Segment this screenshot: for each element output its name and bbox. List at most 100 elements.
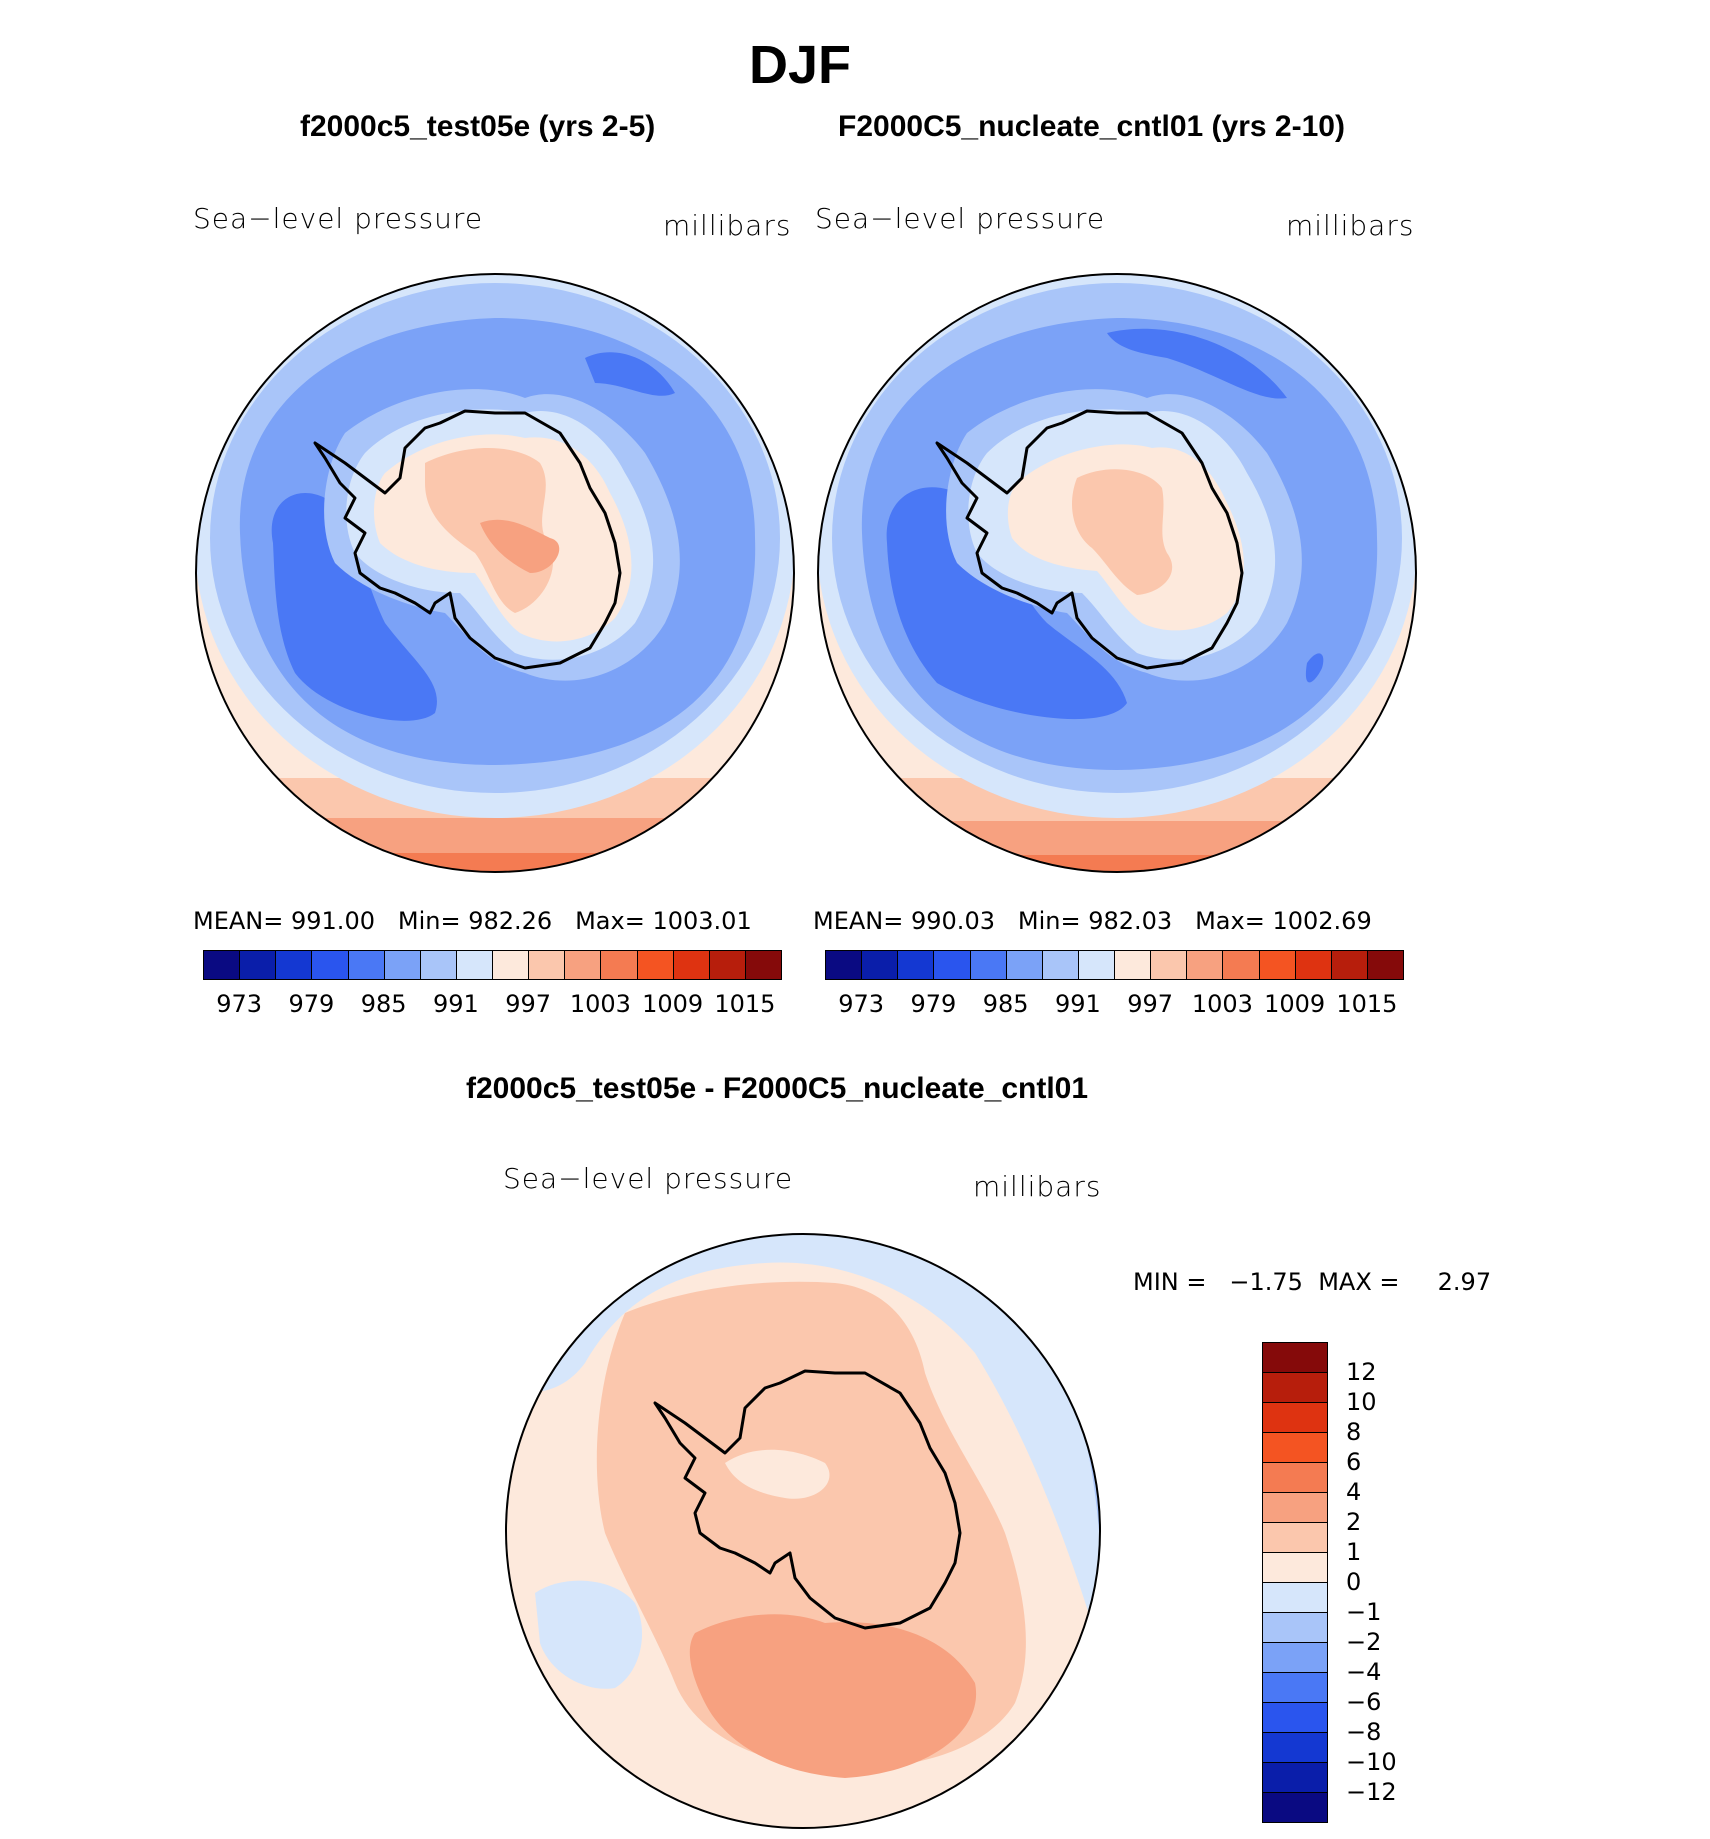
diff-colorbar-swatch bbox=[1262, 1582, 1328, 1613]
polar-map-diff bbox=[505, 1233, 1101, 1829]
diff-coastline bbox=[653, 1369, 962, 1630]
diff-colorbar-swatch bbox=[1262, 1402, 1328, 1433]
map2-band-south-3 bbox=[818, 855, 1416, 872]
diff-colorbar-swatch bbox=[1262, 1492, 1328, 1523]
panel-1-units: millibars bbox=[663, 209, 792, 242]
colorbar-swatch bbox=[1114, 950, 1152, 980]
diff-variable: Sea−level pressure bbox=[503, 1162, 794, 1195]
diff-colorbar-tick-label: 1 bbox=[1346, 1538, 1362, 1566]
colorbar-tick-label: 1015 bbox=[1336, 990, 1398, 1018]
map1-coastline bbox=[313, 409, 622, 670]
map2-low-north bbox=[1107, 328, 1287, 399]
colorbar-swatch bbox=[600, 950, 638, 980]
colorbar-swatch bbox=[275, 950, 313, 980]
colorbar-swatch bbox=[311, 950, 349, 980]
colorbar-swatch bbox=[897, 950, 935, 980]
diff-low-west bbox=[535, 1580, 643, 1689]
colorbar-tick-label: 985 bbox=[982, 990, 1029, 1018]
diff-colorbar-tick-label: 2 bbox=[1346, 1508, 1362, 1536]
diff-colorbar-tick-label: −8 bbox=[1346, 1718, 1382, 1746]
colorbar-tick-label: 973 bbox=[838, 990, 885, 1018]
panel-1-stats: MEAN= 991.00 Min= 982.26 Max= 1003.01 bbox=[193, 907, 752, 935]
polar-map-2 bbox=[817, 273, 1417, 873]
diff-colorbar-tick-label: −1 bbox=[1346, 1598, 1382, 1626]
colorbar-swatch bbox=[564, 950, 602, 980]
panel-2-variable: Sea−level pressure bbox=[815, 202, 1106, 235]
diff-colorbar-swatch bbox=[1262, 1792, 1328, 1823]
colorbar-tick-label: 991 bbox=[432, 990, 479, 1018]
map2-band-1003 bbox=[1072, 469, 1173, 595]
colorbar-swatch bbox=[239, 950, 277, 980]
diff-colorbar-tick-label: 8 bbox=[1346, 1418, 1362, 1446]
panel-2-title: F2000C5_nucleate_cntl01 (yrs 2-10) bbox=[838, 110, 1345, 143]
diff-colorbar-swatch bbox=[1262, 1672, 1328, 1703]
diff-colorbar-tick-label: −6 bbox=[1346, 1688, 1382, 1716]
colorbar-tick-label: 1009 bbox=[1264, 990, 1326, 1018]
colorbar-swatch bbox=[969, 950, 1007, 980]
diff-colorbar-labels: 12 10 8 6 4 2 1 0 −1 −2 −4 −6 −8 −10 −12 bbox=[1346, 1342, 1466, 1822]
diff-colorbar-tick-label: 0 bbox=[1346, 1568, 1362, 1596]
diff-colorbar-swatch bbox=[1262, 1762, 1328, 1793]
colorbar-swatch bbox=[455, 950, 493, 980]
diff-colorbar-swatch bbox=[1262, 1342, 1328, 1373]
colorbar-tick-label: 997 bbox=[1127, 990, 1174, 1018]
panel-2-stats: MEAN= 990.03 Min= 982.03 Max= 1002.69 bbox=[813, 907, 1372, 935]
colorbar-swatch bbox=[1150, 950, 1188, 980]
diff-colorbar-tick-label: −2 bbox=[1346, 1628, 1382, 1656]
colorbar-tick-label: 1015 bbox=[714, 990, 776, 1018]
diff-colorbar-swatch bbox=[1262, 1522, 1328, 1553]
map2-low-west bbox=[886, 487, 1127, 720]
colorbar-swatch bbox=[1005, 950, 1043, 980]
colorbar-swatch bbox=[203, 950, 241, 980]
map1-band-south-3 bbox=[196, 853, 794, 872]
diff-center-pale bbox=[725, 1449, 830, 1499]
diff-colorbar-swatch bbox=[1262, 1372, 1328, 1403]
polar-map-1 bbox=[195, 273, 795, 873]
diff-colorbar bbox=[1262, 1342, 1328, 1823]
colorbar-swatch bbox=[861, 950, 899, 980]
diff-band-2-4 bbox=[689, 1614, 977, 1778]
colorbar-swatch bbox=[825, 950, 863, 980]
diff-colorbar-swatch bbox=[1262, 1552, 1328, 1583]
colorbar-tick-label: 1009 bbox=[642, 990, 704, 1018]
colorbar-swatch bbox=[1294, 950, 1332, 980]
colorbar-swatch bbox=[708, 950, 746, 980]
colorbar-swatch bbox=[1077, 950, 1115, 980]
colorbar-swatch bbox=[528, 950, 566, 980]
colorbar-tick-label: 997 bbox=[505, 990, 552, 1018]
diff-colorbar-tick-label: 6 bbox=[1346, 1448, 1362, 1476]
colorbar-tick-label: 1003 bbox=[1191, 990, 1253, 1018]
colorbar-swatch bbox=[1186, 950, 1224, 980]
diff-title: f2000c5_test05e - F2000C5_nucleate_cntl0… bbox=[466, 1072, 1089, 1105]
colorbar-tick-label: 979 bbox=[288, 990, 335, 1018]
colorbar-1-labels: 973 979 985 991 997 1003 1009 1015 bbox=[203, 990, 781, 1020]
colorbar-tick-label: 973 bbox=[216, 990, 263, 1018]
diff-border bbox=[505, 1233, 1101, 1829]
diff-colorbar-swatch bbox=[1262, 1612, 1328, 1643]
panel-1-variable: Sea−level pressure bbox=[193, 202, 484, 235]
colorbar-swatch bbox=[1258, 950, 1296, 980]
map2-coastline bbox=[935, 409, 1244, 670]
colorbar-swatch bbox=[419, 950, 457, 980]
colorbar-swatch bbox=[1330, 950, 1368, 980]
diff-colorbar-swatch bbox=[1262, 1702, 1328, 1733]
map1-low-west bbox=[271, 493, 437, 721]
colorbar-tick-label: 979 bbox=[910, 990, 957, 1018]
diff-colorbar-tick-label: −4 bbox=[1346, 1658, 1382, 1686]
colorbar-1 bbox=[203, 950, 782, 980]
diff-colorbar-tick-label: −12 bbox=[1346, 1778, 1397, 1806]
season-title: DJF bbox=[748, 35, 851, 95]
colorbar-2 bbox=[825, 950, 1404, 980]
map2-border bbox=[817, 273, 1417, 873]
colorbar-tick-label: 985 bbox=[360, 990, 407, 1018]
colorbar-swatch bbox=[492, 950, 530, 980]
diff-colorbar-tick-label: 4 bbox=[1346, 1478, 1362, 1506]
colorbar-tick-label: 1003 bbox=[569, 990, 631, 1018]
colorbar-swatch bbox=[1041, 950, 1079, 980]
diff-colorbar-swatch bbox=[1262, 1732, 1328, 1763]
panel-2-units: millibars bbox=[1286, 209, 1415, 242]
colorbar-swatch bbox=[933, 950, 971, 980]
diff-colorbar-tick-label: 12 bbox=[1346, 1358, 1377, 1386]
colorbar-swatch bbox=[636, 950, 674, 980]
diff-colorbar-tick-label: −10 bbox=[1346, 1748, 1397, 1776]
